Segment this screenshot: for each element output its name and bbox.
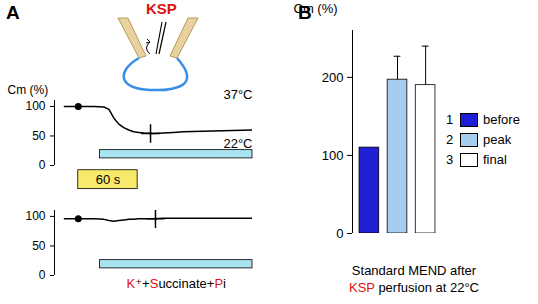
svg-text:K⁺+Succinate+Pi: K⁺+Succinate+Pi: [127, 276, 227, 291]
svg-text:200: 200: [322, 70, 344, 85]
svg-text:Cm (%): Cm (%): [8, 83, 49, 97]
svg-text:100: 100: [25, 99, 45, 113]
svg-text:0: 0: [39, 158, 46, 172]
svg-text:100: 100: [25, 209, 45, 223]
svg-text:0: 0: [39, 268, 46, 282]
svg-text:50: 50: [32, 129, 46, 143]
svg-text:60 s: 60 s: [96, 172, 121, 187]
svg-text:100: 100: [322, 148, 344, 163]
svg-text:Cm (%): Cm (%): [294, 1, 338, 16]
svg-text:50: 50: [32, 239, 46, 253]
svg-text:0: 0: [336, 226, 343, 241]
svg-text:37°C: 37°C: [223, 87, 252, 102]
svg-text:22°C: 22°C: [223, 136, 252, 151]
